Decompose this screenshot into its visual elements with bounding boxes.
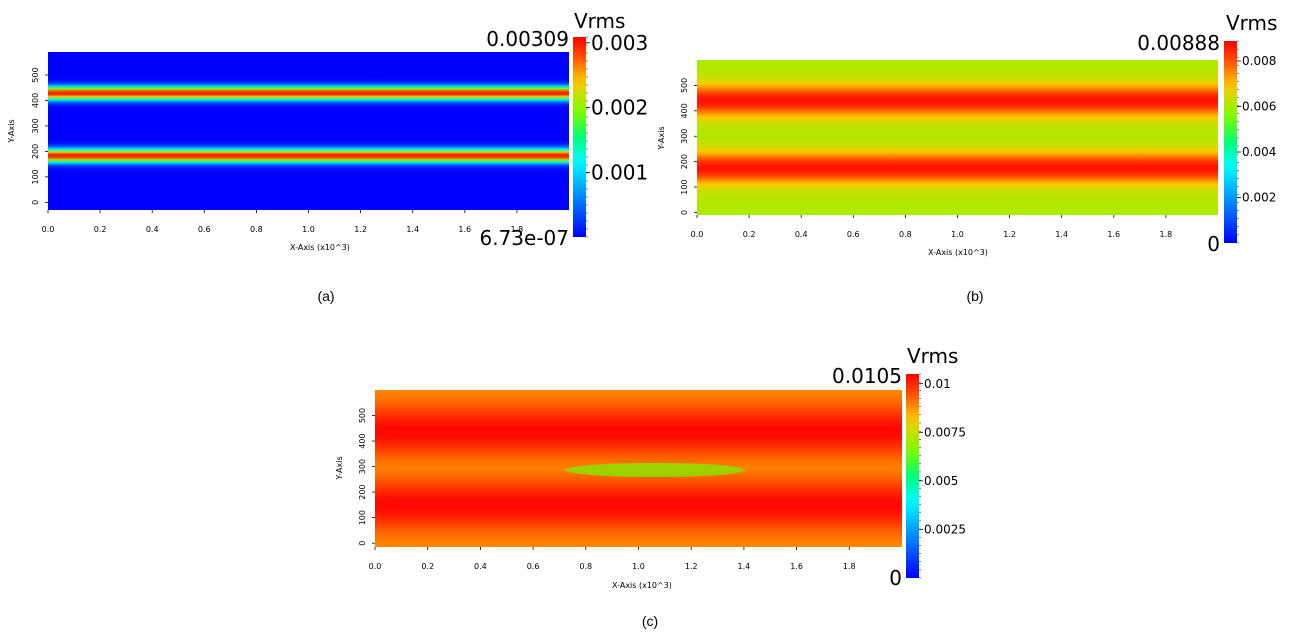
x-tick-label: 1.2	[1003, 230, 1016, 239]
y-tick-label: 200	[358, 484, 367, 499]
colorbar-min-label: 0	[889, 566, 902, 590]
colorbar-min-label: 6.73e-07	[479, 226, 569, 250]
x-tick-label: 0.2	[743, 230, 756, 239]
x-ticks-a: 0.0 0.2 0.4 0.6 0.8 1.0 1.2 1.4 1.6 1.8	[42, 210, 524, 234]
colorbar-ticks-b: 0.008 0.006 0.004 0.002	[1237, 40, 1276, 244]
x-tick-label: 1.0	[632, 562, 645, 571]
y-ticks-c: 0 100 200 300 400 500	[358, 408, 375, 546]
x-tick-label: 1.2	[685, 562, 698, 571]
colorbar-tick-label: 0.001	[591, 160, 648, 184]
colorbar-ticks-c: 0.01 0.0075 0.005 0.0025	[919, 373, 966, 579]
y-tick-label: 400	[358, 433, 367, 448]
x-tick-label: 0.4	[795, 230, 808, 239]
panel-caption: (b)	[966, 288, 983, 304]
x-tick-label: 0.0	[369, 562, 382, 571]
colorbar-tick-label: 0.004	[1242, 145, 1276, 159]
colorbar-tick-label: 0.005	[924, 474, 958, 488]
x-tick-label: 0.8	[579, 562, 592, 571]
colorbar	[1224, 41, 1237, 243]
colorbar-tick-label: 0.0075	[924, 425, 966, 439]
x-tick-label: 0.8	[899, 230, 912, 239]
panel-a: 0 100 200 300 400 500 0.0 0.2 0.4 0.6 0.8 1.0 1.2 1.…	[7, 9, 648, 304]
x-tick-label: 1.6	[790, 562, 803, 571]
colorbar-title: Vrms	[574, 9, 625, 33]
y-tick-label: 500	[31, 67, 40, 82]
colorbar	[906, 374, 919, 578]
x-tick-label: 1.8	[843, 562, 856, 571]
low-velocity-core	[565, 463, 745, 477]
x-ticks-b: 0.0 0.2 0.4 0.6 0.8 1.0 1.2 1.4 1.6 1.8	[691, 215, 1173, 239]
y-tick-label: 500	[358, 408, 367, 423]
y-tick-label: 100	[358, 510, 367, 525]
y-axis-label: Y-Axis	[7, 119, 16, 143]
y-tick-label: 0	[680, 210, 689, 215]
x-tick-label: 1.4	[406, 225, 419, 234]
colorbar	[573, 37, 586, 237]
x-tick-label: 0.4	[474, 562, 487, 571]
y-ticks-a: 0 100 200 300 400 500	[31, 67, 48, 205]
colorbar-title: Vrms	[907, 344, 958, 368]
x-tick-label: 0.0	[42, 225, 55, 234]
x-tick-label: 1.8	[1160, 230, 1173, 239]
panel-caption: (c)	[642, 613, 658, 629]
x-tick-label: 0.6	[527, 562, 540, 571]
x-tick-label: 0.4	[146, 225, 159, 234]
x-tick-label: 1.6	[458, 225, 471, 234]
colorbar-title: Vrms	[1226, 11, 1277, 35]
y-tick-label: 300	[680, 129, 689, 144]
colorbar-tick-label: 0.002	[1242, 191, 1276, 205]
x-tick-label: 1.4	[738, 562, 751, 571]
colorbar-tick-label: 0.008	[1242, 54, 1276, 68]
x-tick-label: 1.4	[1055, 230, 1068, 239]
y-tick-label: 400	[31, 93, 40, 108]
x-axis-label: X-Axis (x10^3)	[612, 581, 672, 590]
colorbar-max-label: 0.0105	[832, 364, 902, 388]
colorbar-min-label: 0	[1207, 232, 1220, 256]
panel-caption: (a)	[317, 288, 334, 304]
heatmap-field-a	[48, 52, 569, 210]
colorbar-max-label: 0.00309	[486, 27, 569, 51]
colorbar-max-label: 0.00888	[1137, 31, 1220, 55]
y-axis-label: Y-Axis	[335, 456, 344, 480]
y-tick-label: 200	[31, 144, 40, 159]
x-tick-label: 1.0	[951, 230, 964, 239]
colorbar-tick-label: 0.01	[924, 377, 951, 391]
x-tick-label: 1.0	[302, 225, 315, 234]
y-tick-label: 100	[31, 169, 40, 184]
y-ticks-b: 0 100 200 300 400 500	[680, 78, 697, 215]
colorbar-ticks-a: 0.003 0.002 0.001	[586, 31, 648, 238]
colorbar-tick-label: 0.003	[591, 31, 648, 55]
y-tick-label: 300	[31, 118, 40, 133]
heatmap-field	[697, 60, 1218, 215]
colorbar-tick-label: 0.006	[1242, 100, 1276, 114]
x-tick-label: 0.8	[250, 225, 263, 234]
y-tick-label: 400	[680, 103, 689, 118]
y-tick-label: 500	[680, 78, 689, 93]
x-axis-label: X-Axis (x10^3)	[928, 248, 988, 257]
y-tick-label: 300	[358, 459, 367, 474]
x-tick-label: 1.8	[511, 225, 524, 234]
x-ticks-c: 0.0 0.2 0.4 0.6 0.8 1.0 1.2 1.4 1.6 1.8	[369, 547, 856, 571]
heatmap-field	[48, 52, 569, 210]
x-tick-label: 1.2	[354, 225, 367, 234]
x-tick-label: 0.0	[691, 230, 704, 239]
y-tick-label: 200	[680, 154, 689, 169]
y-tick-label: 0	[358, 541, 367, 546]
x-tick-label: 0.6	[847, 230, 860, 239]
y-axis-label: Y-Axis	[657, 126, 666, 150]
x-tick-label: 1.6	[1107, 230, 1120, 239]
x-tick-label: 0.6	[198, 225, 211, 234]
colorbar-tick-label: 0.0025	[924, 523, 966, 537]
x-axis-label: X-Axis (x10^3)	[290, 243, 350, 252]
x-tick-label: 0.2	[94, 225, 107, 234]
y-tick-label: 0	[31, 200, 40, 205]
panel-b: 0 100 200 300 400 500 0.0 0.2 0.4 0.6 0.8 1.0 1.2 1.…	[657, 11, 1277, 304]
x-tick-label: 0.2	[421, 562, 434, 571]
colorbar-tick-label: 0.002	[591, 96, 648, 120]
panel-c: 0 100 200 300 400 500 0.0 0.2 0.4 0.6 0.8 1.0 1.2 1.…	[335, 344, 966, 629]
y-tick-label: 100	[680, 179, 689, 194]
